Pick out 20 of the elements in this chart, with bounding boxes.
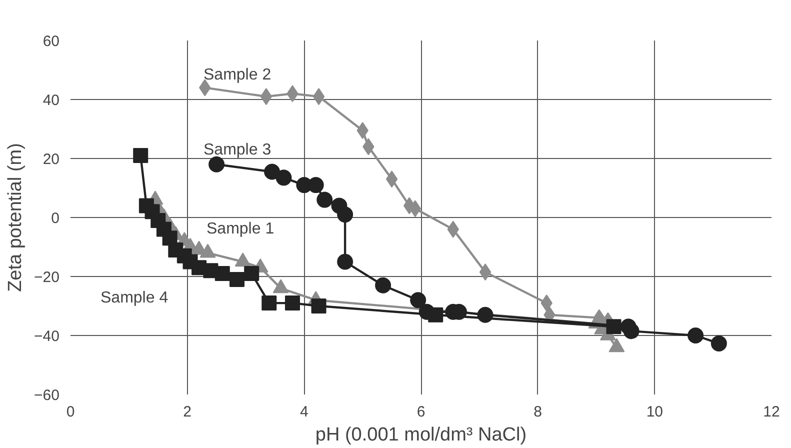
y-tick-label: 60 bbox=[42, 33, 60, 50]
x-axis-title: pH (0.001 mol/dm³ NaCl) bbox=[315, 424, 527, 446]
x-tick-label: 8 bbox=[534, 404, 542, 420]
annotation: Sample 4 bbox=[100, 290, 168, 306]
x-tick-label: 6 bbox=[416, 404, 426, 420]
annotation: Sample 3 bbox=[204, 142, 272, 158]
annotation: Sample 2 bbox=[204, 66, 272, 84]
x-tick-label: 0 bbox=[66, 404, 75, 420]
x-tick-label: 2 bbox=[183, 404, 192, 420]
x-tick-label: 12 bbox=[763, 404, 780, 420]
y-tick-label: 0 bbox=[51, 210, 60, 227]
y-axis-title: Zeta potential (m) bbox=[5, 143, 26, 292]
y-tick-label: 40 bbox=[42, 92, 60, 109]
annotation: Sample 1 bbox=[206, 220, 274, 238]
y-tick-label: −20 bbox=[34, 269, 60, 286]
x-tick-label: 4 bbox=[300, 404, 308, 420]
y-tick-label: −40 bbox=[34, 328, 60, 345]
x-tick-label: 10 bbox=[646, 404, 664, 420]
y-tick-label: −60 bbox=[34, 387, 60, 404]
y-tick-label: 20 bbox=[42, 151, 60, 168]
